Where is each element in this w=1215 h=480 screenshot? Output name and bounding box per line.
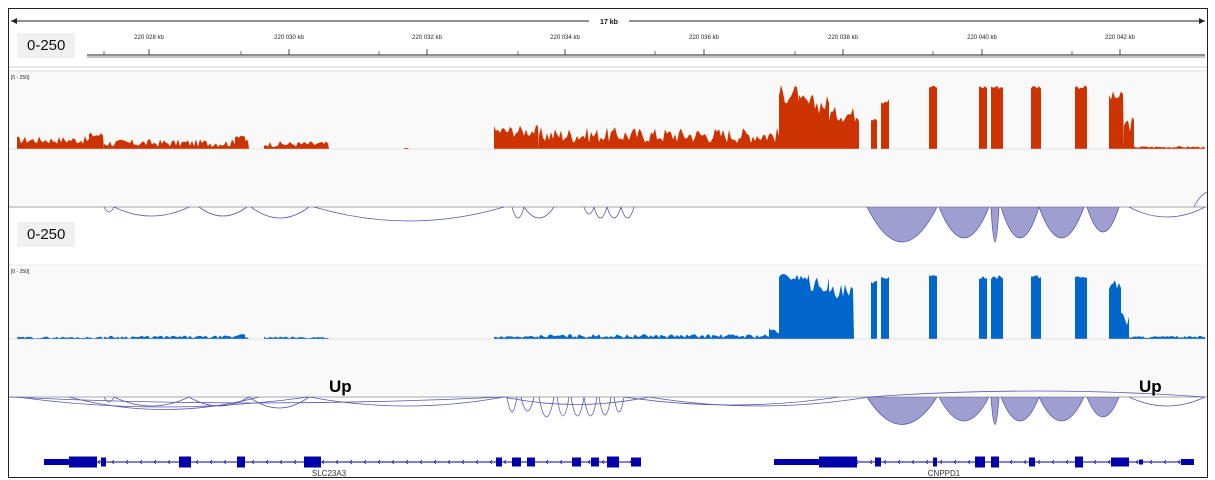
ruler-left-arrow-icon — [11, 18, 17, 24]
junction-arc[interactable] — [103, 396, 115, 403]
junction-arc[interactable] — [1128, 396, 1206, 407]
track-1-range-box[interactable]: 0-250 — [17, 33, 76, 58]
ruler-tick-label: 220 034 kb — [550, 35, 580, 41]
exon[interactable] — [774, 459, 819, 465]
junction-arc[interactable] — [1038, 206, 1085, 239]
junction-arc[interactable] — [613, 396, 625, 413]
ruler-tick-label: 220 040 kb — [967, 35, 997, 41]
track-2-range-box[interactable]: 0-250 — [17, 222, 76, 247]
ruler-tick-label: 220 030 kb — [274, 35, 304, 41]
track-2-data-range: [0 - 250] — [11, 269, 30, 275]
junction-arc[interactable] — [623, 396, 840, 406]
junction-arc[interactable] — [198, 206, 248, 217]
junction-arc[interactable] — [938, 206, 990, 239]
junction-arc[interactable] — [866, 206, 938, 243]
junction-arc[interactable] — [1000, 206, 1040, 239]
genome-browser-frame: 17 kb 220 028 kb 220 030 kb 220 032 kb 220 … — [8, 8, 1208, 478]
junction-arc[interactable] — [570, 396, 585, 417]
ruler-right-arrow-icon — [1199, 18, 1205, 24]
ruler: 17 kb 220 028 kb 220 030 kb 220 032 kb 220 … — [11, 15, 1205, 58]
exon[interactable] — [512, 457, 521, 467]
track-2-sashimi-junctions[interactable] — [9, 390, 1206, 425]
exon[interactable] — [875, 457, 881, 467]
junction-arc[interactable] — [113, 396, 190, 407]
exon[interactable] — [179, 456, 191, 468]
junction-arc[interactable] — [308, 396, 505, 407]
junction-arc[interactable] — [1000, 396, 1040, 422]
junction-arc[interactable] — [103, 206, 115, 213]
gene-label-cnppd1[interactable]: CNPPD1 — [928, 469, 961, 478]
junction-arc[interactable] — [16, 396, 310, 408]
exon[interactable] — [44, 459, 69, 465]
junction-arc[interactable] — [866, 396, 938, 425]
exon[interactable] — [572, 457, 581, 467]
span-label: 17 kb — [600, 19, 618, 26]
junction-arc[interactable] — [503, 396, 650, 405]
exon[interactable] — [237, 456, 245, 468]
junction-arc[interactable] — [248, 396, 310, 409]
junction-arc[interactable] — [506, 396, 518, 413]
exon[interactable] — [1075, 456, 1083, 468]
junction-arc[interactable] — [598, 396, 612, 416]
track-1-data-range: [0 - 250] — [11, 75, 30, 81]
exon[interactable] — [1111, 457, 1129, 467]
junction-arc[interactable] — [538, 396, 555, 418]
exon[interactable] — [591, 457, 599, 467]
exon[interactable] — [1029, 457, 1035, 467]
exon[interactable] — [1181, 459, 1194, 465]
junction-arc[interactable] — [511, 206, 525, 219]
junction-arc[interactable] — [583, 396, 598, 417]
exon[interactable] — [819, 456, 857, 468]
exon[interactable] — [991, 456, 999, 468]
junction-arc[interactable] — [188, 396, 250, 407]
junction-arc[interactable] — [620, 206, 635, 219]
junction-arc[interactable] — [606, 206, 622, 219]
junction-arc[interactable] — [1086, 206, 1120, 233]
junction-arc[interactable] — [583, 206, 595, 215]
junction-arc[interactable] — [990, 206, 1000, 243]
junction-arc[interactable] — [68, 396, 260, 410]
junction-arc[interactable] — [113, 206, 190, 217]
junction-arc[interactable] — [648, 396, 870, 407]
junction-arc[interactable] — [1086, 396, 1120, 418]
junction-arc[interactable] — [520, 396, 535, 412]
junction-arc[interactable] — [1128, 206, 1206, 218]
annotation-up-right: Up — [1139, 377, 1162, 396]
track-2-panel — [9, 266, 1207, 396]
junction-arc[interactable] — [313, 206, 505, 222]
exon[interactable] — [975, 456, 985, 468]
exon[interactable] — [527, 457, 535, 467]
genome-browser-canvas: 17 kb 220 028 kb 220 030 kb 220 032 kb 220 … — [9, 15, 1208, 478]
junction-arc[interactable] — [1193, 192, 1208, 208]
exon[interactable] — [69, 456, 97, 468]
junction-arc[interactable] — [556, 396, 570, 417]
ruler-tick-label: 220 036 kb — [689, 35, 719, 41]
junction-arc[interactable] — [868, 390, 1206, 398]
ruler-tick-label: 220 032 kb — [412, 35, 442, 41]
ruler-tick-label: 220 038 kb — [828, 35, 858, 41]
annotation-up-left: Up — [329, 377, 352, 396]
gene-label-slc23a3[interactable]: SLC23A3 — [312, 469, 347, 478]
exon[interactable] — [631, 457, 641, 467]
exon[interactable] — [496, 457, 502, 467]
exon[interactable] — [933, 457, 937, 467]
junction-arc[interactable] — [990, 396, 1000, 425]
ruler-tick-label: 220 028 kb — [134, 35, 164, 41]
exon[interactable] — [304, 456, 321, 468]
exon[interactable] — [607, 456, 619, 468]
ruler-tick-label: 220 042 kb — [1105, 35, 1135, 41]
junction-arc[interactable] — [593, 206, 608, 219]
track-1-coverage[interactable] — [9, 84, 1208, 149]
junction-arc[interactable] — [523, 206, 555, 219]
junction-arc[interactable] — [250, 206, 310, 219]
exon[interactable] — [101, 457, 106, 467]
junction-arc[interactable] — [938, 396, 990, 422]
track-1-sashimi-junctions[interactable] — [103, 192, 1208, 243]
exon[interactable] — [1139, 459, 1143, 465]
junction-arc[interactable] — [1038, 396, 1085, 422]
gene-track[interactable] — [44, 456, 1195, 468]
